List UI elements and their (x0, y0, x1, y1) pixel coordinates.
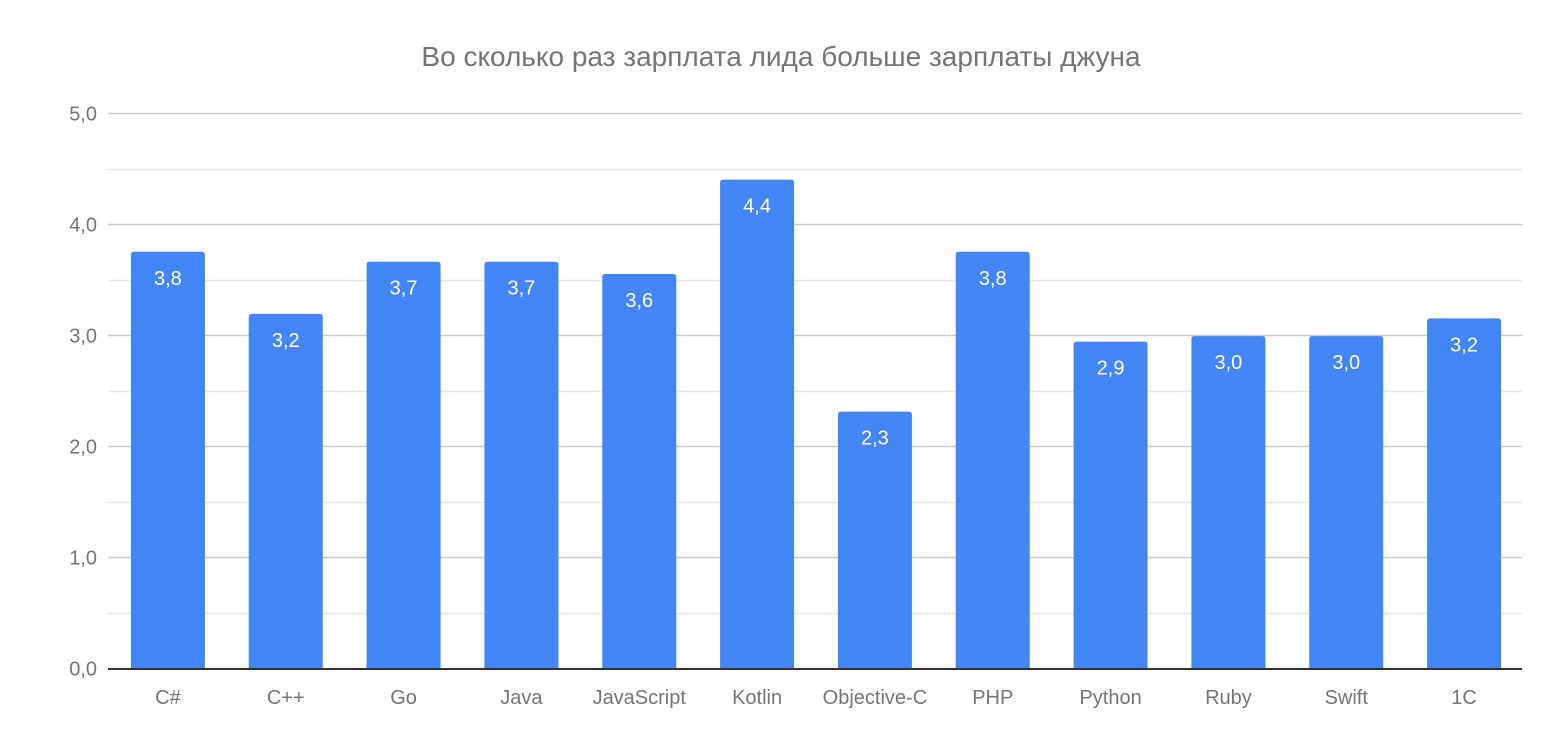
x-tick-label: JavaScript (593, 687, 687, 709)
bar-ruby (1191, 336, 1266, 668)
bar-go (366, 261, 441, 668)
data-label: 3,2 (1450, 334, 1478, 356)
x-tick-label: C# (155, 687, 181, 709)
bar-python (1073, 341, 1148, 668)
bars (130, 179, 1502, 668)
x-tick-label: Swift (1325, 687, 1369, 709)
y-tick-label: 3,0 (69, 326, 97, 348)
x-tick-label: Ruby (1205, 687, 1252, 709)
x-axis-tick-labels: C# C++ Go Java JavaScript Kotlin Objective-C PH… (155, 687, 1477, 709)
y-tick-label: 5,0 (69, 104, 97, 126)
bar-java (484, 261, 559, 668)
bar-objective-c (837, 411, 912, 668)
y-tick-label: 4,0 (69, 215, 97, 237)
data-label: 2,9 (1097, 358, 1125, 380)
bar-kotlin (720, 179, 795, 668)
data-label: 3,6 (625, 290, 653, 312)
bar-c- (130, 251, 205, 668)
major-gridlines (108, 112, 1522, 559)
bar-javascript (602, 273, 677, 668)
data-label: 4,4 (743, 196, 771, 218)
y-axis-tick-labels: 0,0 1,0 2,0 3,0 4,0 5,0 (69, 104, 97, 681)
data-label: 3,7 (390, 278, 418, 300)
x-tick-label: 1C (1451, 687, 1477, 709)
data-labels: 3,8 3,2 3,7 3,7 3,6 4,4 2,3 3,8 2,9 3,0 3,0 3,2 (154, 196, 1478, 450)
data-label: 3,0 (1332, 352, 1360, 374)
y-tick-label: 0,0 (69, 659, 97, 681)
y-tick-label: 2,0 (69, 437, 97, 459)
x-tick-label: Python (1079, 687, 1141, 709)
data-label: 3,0 (1215, 352, 1243, 374)
data-label: 3,8 (979, 268, 1007, 290)
bar-1c (1427, 318, 1502, 668)
bar-php (955, 251, 1030, 668)
x-tick-label: Java (500, 687, 543, 709)
chart-title: Во сколько раз зарплата лида больше зарп… (421, 41, 1141, 72)
data-label: 3,7 (508, 278, 536, 300)
minor-gridlines (108, 168, 1522, 615)
data-label: 3,8 (154, 268, 182, 290)
x-tick-label: C++ (267, 687, 305, 709)
data-label: 2,3 (861, 428, 889, 450)
x-tick-label: Kotlin (732, 687, 782, 709)
bar-c- (248, 313, 323, 668)
x-tick-label: Objective-C (823, 687, 927, 709)
data-label: 3,2 (272, 330, 300, 352)
y-tick-label: 1,0 (69, 548, 97, 570)
x-tick-label: Go (390, 687, 417, 709)
bar-swift (1309, 336, 1384, 668)
x-tick-label: PHP (972, 687, 1013, 709)
